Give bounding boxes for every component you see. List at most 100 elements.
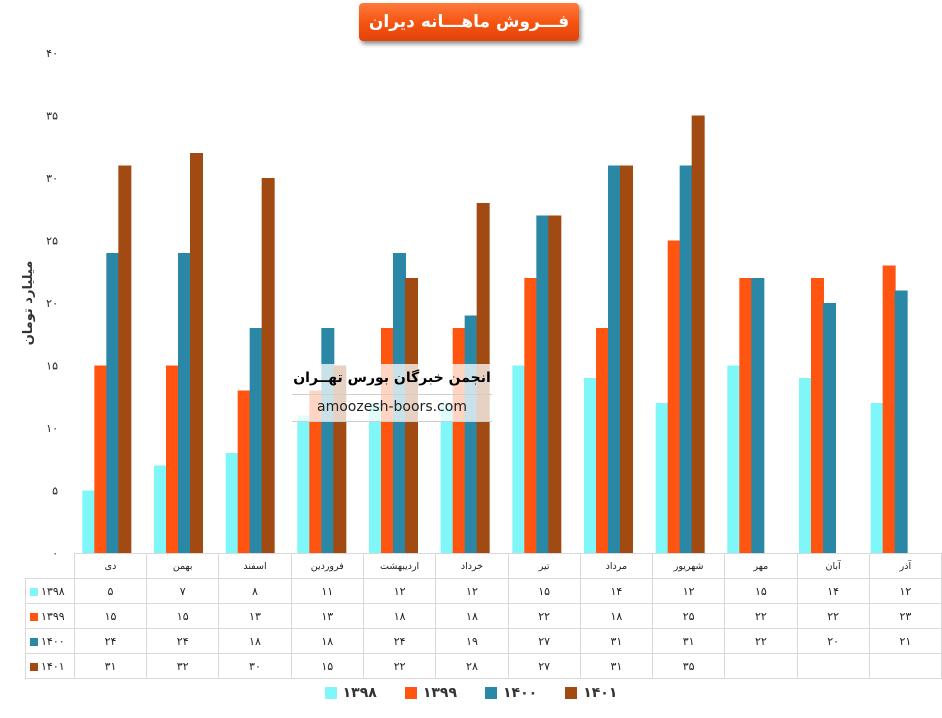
data-label: ۲۸ — [435, 653, 509, 679]
bar — [751, 278, 765, 553]
table-row: ۱۴۰۰ ۲۴ ۲۴ ۱۸ ۱۸ ۲۴ ۱۹ ۲۷ ۳۱ ۳۱ ۲۲ ۲۰ ۲۱ — [25, 628, 942, 654]
data-label: ۵ — [73, 578, 148, 604]
data-table: دی بهمن اسفند فروردین اردیبهشت خرداد تیر مرداد ش… — [25, 553, 942, 679]
legend-swatch — [485, 687, 497, 699]
data-label: ۳۱ — [579, 653, 654, 679]
y-tick-label: ۱۰ — [46, 422, 58, 435]
legend-label: ۱۴۰۰ — [503, 685, 538, 701]
bar — [321, 328, 335, 553]
category-label: آبان — [796, 553, 870, 579]
data-label: ۱۲ — [651, 578, 726, 604]
legend-swatch — [565, 687, 578, 699]
data-label: ۱۳ — [290, 603, 364, 629]
bar — [309, 390, 323, 553]
category-label: آذر — [868, 553, 942, 579]
data-label: ۲۰ — [796, 628, 870, 654]
bar — [190, 153, 203, 553]
y-tick-label: ۳۰ — [46, 172, 58, 185]
bar — [548, 215, 562, 553]
category-label: دی — [73, 553, 148, 579]
data-label: ۱۴ — [796, 578, 870, 604]
bar — [225, 453, 239, 553]
data-label: ۷ — [146, 578, 220, 604]
bar — [667, 240, 681, 553]
y-tick-label: ۱۵ — [46, 360, 58, 373]
bar — [249, 328, 263, 553]
series-swatch — [30, 637, 38, 646]
bar — [464, 315, 478, 553]
legend-swatch — [324, 687, 337, 699]
bar — [512, 365, 526, 553]
y-axis-label: میلیارد تومان — [21, 261, 36, 346]
data-label: ۸ — [218, 578, 292, 604]
table-corner — [25, 553, 75, 579]
bar — [596, 328, 609, 553]
category-label: اسفند — [218, 553, 292, 579]
bar — [584, 378, 597, 553]
data-label: ۲۵ — [651, 603, 726, 629]
watermark: انجمن خبرگان بورس تهــران amoozesh-boors… — [292, 364, 492, 422]
bar — [655, 403, 669, 553]
data-label: ۳۲ — [146, 653, 220, 679]
category-label: مهر — [724, 553, 798, 579]
legend-swatch — [404, 687, 417, 699]
category-label: مرداد — [579, 553, 654, 579]
bar — [799, 378, 812, 553]
bar — [82, 490, 96, 553]
series-swatch — [30, 612, 38, 621]
data-label: ۱۸ — [362, 603, 437, 629]
bar — [811, 278, 824, 553]
data-label: ۱۴ — [579, 578, 654, 604]
data-label: ۱۳ — [218, 603, 292, 629]
data-label: ۱۸ — [435, 603, 509, 629]
data-label — [868, 653, 942, 679]
data-label: ۲۲ — [362, 653, 437, 679]
data-label: ۳۰ — [218, 653, 292, 679]
table-row: ۱۳۹۹ ۱۵ ۱۵ ۱۳ ۱۳ ۱۸ ۱۸ ۲۲ ۱۸ ۲۵ ۲۲ ۲۲ ۲۳ — [25, 603, 942, 629]
data-label: ۱۲ — [362, 578, 437, 604]
data-label: ۳۱ — [73, 653, 148, 679]
bar — [154, 465, 167, 553]
data-label — [724, 653, 798, 679]
data-label: ۲۴ — [73, 628, 148, 654]
data-label: ۲۷ — [507, 628, 581, 654]
bar — [620, 165, 633, 553]
data-label: ۱۲ — [868, 578, 942, 604]
data-label: ۳۵ — [651, 653, 726, 679]
bar — [823, 303, 836, 553]
bar — [178, 253, 191, 553]
legend-item: ۱۳۹۹ — [404, 685, 457, 701]
bar — [536, 215, 550, 553]
category-label: اردیبهشت — [362, 553, 437, 579]
category-label: بهمن — [146, 553, 220, 579]
y-tick-label: ۴۰ — [46, 47, 58, 60]
data-label: ۲۲ — [724, 603, 798, 629]
legend-item: ۱۴۰۰ — [485, 685, 537, 701]
bar — [261, 178, 275, 553]
series-label: ۱۴۰۱ — [25, 653, 75, 679]
y-tick-label: ۵ — [52, 485, 58, 498]
data-label: ۱۵ — [73, 603, 148, 629]
data-label: ۲۴ — [146, 628, 220, 654]
data-label: ۱۹ — [435, 628, 509, 654]
legend-label: ۱۳۹۹ — [422, 685, 457, 701]
data-label: ۱۸ — [218, 628, 292, 654]
legend-label: ۱۳۹۸ — [342, 685, 377, 701]
bar — [94, 365, 108, 553]
bar — [237, 390, 251, 553]
bar — [369, 403, 382, 553]
chart-title: فـــروش ماهـــانه دیران — [359, 3, 579, 41]
data-label: ۱۸ — [290, 628, 364, 654]
data-label: ۲۲ — [507, 603, 581, 629]
bar — [608, 165, 621, 553]
data-label: ۳۱ — [651, 628, 726, 654]
bar — [381, 328, 394, 553]
data-label: ۱۲ — [435, 578, 509, 604]
data-label: ۲۳ — [868, 603, 942, 629]
bar — [727, 365, 741, 553]
series-swatch — [30, 587, 38, 596]
bar — [297, 415, 311, 553]
series-swatch — [30, 662, 38, 671]
category-label: تیر — [507, 553, 581, 579]
